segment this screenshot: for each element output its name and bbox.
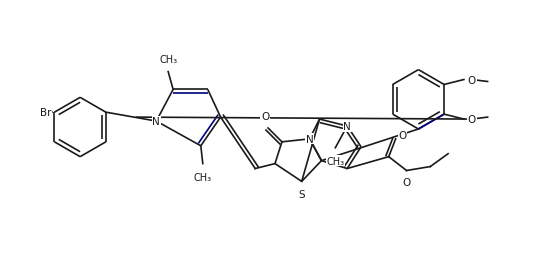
Text: CH₃: CH₃ bbox=[194, 172, 212, 182]
Text: CH₃: CH₃ bbox=[326, 156, 344, 166]
Text: CH₃: CH₃ bbox=[159, 54, 177, 65]
Text: S: S bbox=[299, 189, 305, 200]
Text: N: N bbox=[306, 134, 313, 144]
Text: O: O bbox=[468, 75, 476, 85]
Text: N: N bbox=[343, 121, 351, 132]
Text: O: O bbox=[468, 115, 476, 125]
Text: N: N bbox=[153, 117, 160, 126]
Text: Br: Br bbox=[40, 108, 52, 118]
Text: O: O bbox=[402, 178, 411, 188]
Text: O: O bbox=[399, 130, 407, 140]
Text: O: O bbox=[261, 112, 269, 122]
